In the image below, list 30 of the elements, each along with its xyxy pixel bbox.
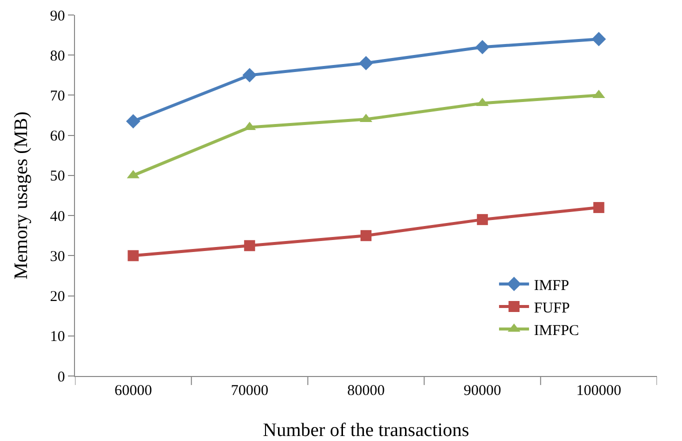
y-axis-title: Memory usages (MB) (11, 112, 32, 280)
y-tick-label: 60 (50, 128, 65, 145)
y-tick-label: 0 (58, 369, 65, 386)
point (358, 56, 374, 70)
y-tick-label: 70 (50, 88, 65, 104)
point (476, 214, 488, 226)
point (126, 114, 140, 128)
legend-label: IMFP (534, 278, 570, 294)
legend-label: FUFP (534, 300, 570, 316)
x-tick-label: 90000 (464, 383, 502, 399)
y-tick-label: 80 (50, 48, 65, 64)
y-tick-label: 50 (50, 168, 65, 185)
x-axis-title: Number of the transactions (262, 420, 470, 441)
x-tick-label: 80000 (347, 383, 385, 399)
x-tick-label: 100000 (576, 383, 622, 399)
point (242, 68, 257, 82)
legend-label: IMFPC (534, 322, 580, 339)
point (475, 40, 490, 54)
y-tick-label: 20 (50, 289, 65, 306)
y-tick-label: 40 (50, 208, 65, 225)
point (593, 202, 604, 214)
y-tick-label: 10 (50, 329, 65, 346)
x-tick-label: 60000 (114, 383, 152, 399)
point (128, 250, 139, 262)
y-tick-label: 90 (50, 8, 65, 24)
point (592, 32, 606, 46)
y-tick-label: 30 (50, 248, 65, 265)
point (244, 240, 256, 252)
point (360, 230, 372, 242)
x-tick-label: 70000 (230, 383, 268, 399)
